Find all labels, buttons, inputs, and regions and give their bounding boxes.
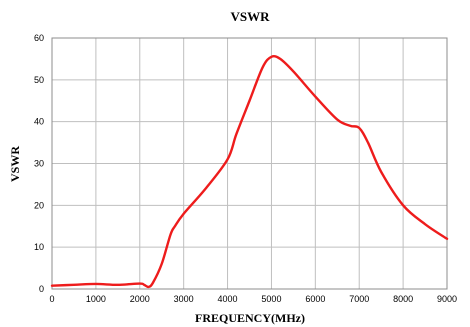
y-tick-label-3: 30: [34, 159, 44, 169]
grid-lines: [51, 37, 448, 290]
x-tick-label-9: 9000: [437, 294, 457, 304]
x-tick-label-0: 0: [49, 294, 54, 304]
y-tick-label-4: 40: [34, 117, 44, 127]
y-tick-label-5: 50: [34, 75, 44, 85]
y-tick-label-2: 20: [34, 200, 44, 210]
x-tick-label-8: 8000: [393, 294, 413, 304]
x-tick-label-6: 6000: [305, 294, 325, 304]
chart-title: VSWR: [230, 9, 270, 24]
plot-frame: [51, 37, 448, 290]
vswr-series-line-0: [50, 55, 449, 289]
x-tick-label-3: 3000: [174, 294, 194, 304]
tick-labels: 0 1000 2000 3000 4000 5000 6000 7000 8000 9000 0 10…: [34, 33, 457, 304]
x-tick-label-5: 5000: [261, 294, 281, 304]
x-tick-label-1: 1000: [86, 294, 106, 304]
series-layer: [50, 55, 449, 289]
x-tick-label-4: 4000: [218, 294, 238, 304]
x-tick-label-2: 2000: [130, 294, 150, 304]
y-tick-label-0: 0: [39, 284, 44, 294]
x-tick-label-7: 7000: [349, 294, 369, 304]
y-tick-label-1: 10: [34, 242, 44, 252]
y-axis-label: VSWR: [8, 146, 22, 182]
x-axis-label: FREQUENCY(MHz): [195, 311, 305, 325]
y-tick-label-6: 60: [34, 33, 44, 43]
